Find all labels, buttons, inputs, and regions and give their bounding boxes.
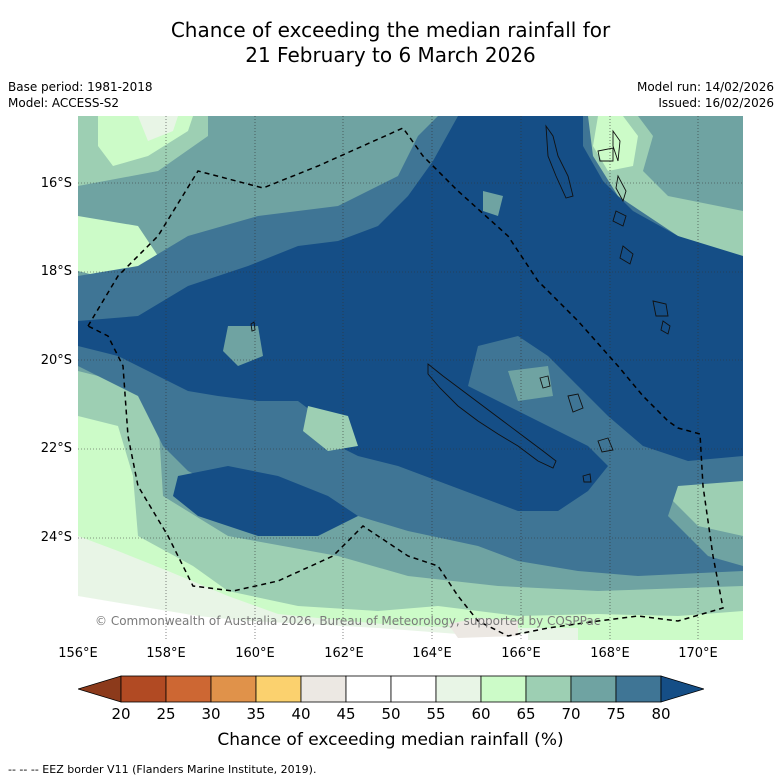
map-svg xyxy=(78,116,743,640)
colorbar-over-triangle xyxy=(660,675,704,703)
colorbar-cell xyxy=(345,675,392,703)
title-line-1: Chance of exceeding the median rainfall … xyxy=(170,18,611,42)
vanuatu-islands xyxy=(545,124,671,335)
lon-tick-164e: 164°E xyxy=(412,646,452,661)
lon-tick-162e: 162°E xyxy=(324,646,364,661)
coastlines xyxy=(250,124,671,483)
contour-patch-2 xyxy=(303,406,358,451)
colorbar-cell xyxy=(615,675,662,703)
colorbar-under-triangle xyxy=(78,675,122,703)
small-island-2 xyxy=(582,473,592,483)
cb-label-25: 25 xyxy=(156,705,176,723)
lat-tick-18s: 18°S xyxy=(40,264,72,279)
colorbar-cell xyxy=(435,675,482,703)
lon-tick-160e: 160°E xyxy=(235,646,275,661)
cb-label-20: 20 xyxy=(111,705,131,723)
colorbar-cell xyxy=(255,675,302,703)
meta-left: Base period: 1981-2018 Model: ACCESS-S2 xyxy=(8,79,153,111)
cb-label-55: 55 xyxy=(426,705,446,723)
cb-label-45: 45 xyxy=(336,705,356,723)
colorbar-cell xyxy=(300,675,347,703)
contour-55-60 xyxy=(78,116,578,640)
contour-patch-4 xyxy=(483,191,503,216)
chart-title: Chance of exceeding the median rainfall … xyxy=(0,18,781,68)
lat-tick-24s: 24°S xyxy=(40,530,72,545)
lat-tick-20s: 20°S xyxy=(40,353,72,368)
title-line-2: 21 February to 6 March 2026 xyxy=(245,43,536,67)
colorbar-cell xyxy=(525,675,572,703)
base-period: Base period: 1981-2018 xyxy=(8,80,153,94)
lon-tick-156e: 156°E xyxy=(58,646,98,661)
lon-tick-168e: 168°E xyxy=(590,646,630,661)
cb-label-30: 30 xyxy=(201,705,221,723)
lon-tick-158e: 158°E xyxy=(146,646,186,661)
contour-patch-1 xyxy=(223,326,263,366)
cb-label-70: 70 xyxy=(561,705,581,723)
colorbar-title: Chance of exceeding median rainfall (%) xyxy=(217,730,564,750)
lat-tick-16s: 16°S xyxy=(40,176,72,191)
meta-right: Model run: 14/02/2026 Issued: 16/02/2026 xyxy=(637,79,774,111)
model-name: Model: ACCESS-S2 xyxy=(8,96,120,110)
issued-date: Issued: 16/02/2026 xyxy=(658,96,774,110)
cb-label-80: 80 xyxy=(651,705,671,723)
loyalty-islands xyxy=(539,375,614,453)
cb-label-65: 65 xyxy=(516,705,536,723)
colorbar-cell xyxy=(570,675,617,703)
cb-label-40: 40 xyxy=(291,705,311,723)
colorbar-cells xyxy=(120,675,662,703)
copyright-text: © Commonwealth of Australia 2026, Bureau… xyxy=(95,614,601,628)
cb-label-50: 50 xyxy=(381,705,401,723)
colorbar-cell xyxy=(480,675,527,703)
model-run: Model run: 14/02/2026 xyxy=(636,80,774,94)
colorbar-cell xyxy=(120,675,167,703)
colorbar-cell xyxy=(210,675,257,703)
contour-45-55 xyxy=(78,596,528,640)
cb-label-75: 75 xyxy=(606,705,626,723)
lon-tick-170e: 170°E xyxy=(678,646,718,661)
new-caledonia-island xyxy=(427,363,557,469)
lat-tick-22s: 22°S xyxy=(40,441,72,456)
cb-label-60: 60 xyxy=(471,705,491,723)
colorbar xyxy=(78,675,704,703)
map-panel[interactable] xyxy=(78,116,743,640)
cb-label-35: 35 xyxy=(246,705,266,723)
colorbar-cell xyxy=(165,675,212,703)
contour-patch-3 xyxy=(508,366,553,401)
colorbar-cell xyxy=(390,675,437,703)
eez-border xyxy=(86,127,724,637)
eez-legend: -- -- -- EEZ border V11 (Flanders Marine… xyxy=(8,763,317,776)
small-island-1 xyxy=(250,321,256,332)
contour-80-plus xyxy=(78,116,743,536)
lon-tick-166e: 166°E xyxy=(501,646,541,661)
